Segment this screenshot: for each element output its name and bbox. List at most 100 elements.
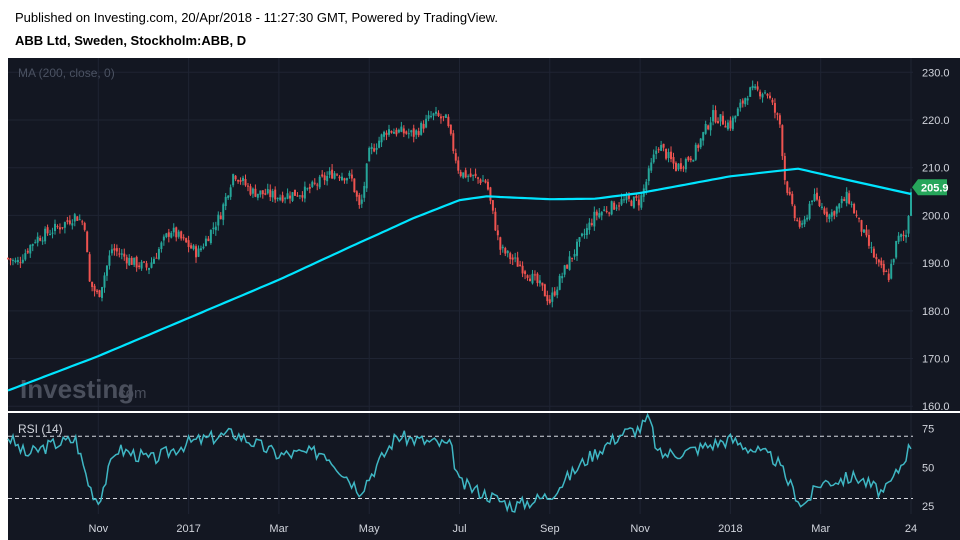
candle-down [7, 258, 9, 260]
candle-down [143, 261, 146, 263]
candle-up [576, 241, 579, 256]
candle-down [848, 193, 851, 204]
candle-down [553, 291, 556, 296]
candle-up [333, 173, 336, 179]
candle-up [170, 232, 173, 238]
candle-down [860, 220, 863, 232]
candle-down [605, 210, 608, 212]
candle-down [98, 290, 101, 297]
candle-up [108, 255, 111, 266]
candle-down [459, 171, 462, 176]
candle-down [536, 273, 539, 284]
candle-up [830, 212, 833, 217]
candle-up [655, 150, 658, 154]
candle-down [689, 158, 692, 161]
candle-down [343, 178, 346, 181]
candle-down [595, 211, 598, 216]
candle-down [679, 163, 682, 169]
candle-down [717, 121, 720, 124]
candle-down [867, 234, 870, 246]
candle-down [865, 229, 868, 236]
candle-up [694, 144, 697, 160]
candle-up [120, 253, 123, 255]
candle-down [882, 264, 885, 273]
candle-up [368, 147, 371, 162]
candle-down [687, 157, 690, 161]
candle-down [66, 220, 69, 222]
candle-up [229, 187, 232, 197]
candle-down [113, 248, 116, 251]
candle-up [538, 280, 541, 284]
candle-down [682, 167, 685, 169]
candle-down [853, 204, 856, 214]
candle-down [618, 205, 621, 207]
price-tick-label: 190.0 [922, 258, 950, 270]
candle-down [93, 285, 96, 292]
rsi-tick-label: 75 [922, 424, 934, 436]
candle-up [835, 206, 838, 214]
candle-down [9, 258, 12, 261]
candle-down [885, 271, 888, 273]
candle-up [103, 275, 106, 288]
candle-up [623, 199, 626, 201]
candle-down [756, 86, 759, 90]
candle-down [590, 223, 593, 226]
price-axis: 230.0 220.0 210.0 200.0 190.0 180.0 170.0 160.0 [922, 67, 950, 413]
candle-down [880, 260, 883, 266]
time-tick-label: Mar [811, 523, 830, 535]
candle-down [521, 265, 524, 274]
candle-up [820, 206, 823, 208]
candles [7, 80, 912, 308]
candle-up [177, 231, 180, 237]
candle-up [11, 259, 14, 261]
candle-down [244, 179, 247, 186]
candle-down [447, 116, 450, 127]
candle-down [422, 123, 425, 129]
candle-up [573, 253, 576, 257]
candle-up [365, 163, 368, 189]
candle-up [640, 195, 643, 208]
candle-up [378, 140, 381, 148]
candle-down [296, 195, 299, 197]
candle-down [665, 148, 668, 159]
candle-up [895, 241, 898, 258]
candle-down [511, 257, 514, 260]
candle-down [86, 231, 89, 253]
candle-down [439, 116, 442, 119]
candle-down [180, 231, 183, 239]
candle-down [672, 157, 675, 164]
candle-up [133, 257, 136, 265]
candle-up [719, 114, 722, 122]
candle-down [417, 131, 420, 136]
candle-down [39, 238, 42, 241]
candle-up [340, 176, 343, 181]
candle-down [26, 250, 29, 253]
candle-down [96, 290, 99, 293]
candle-up [556, 289, 559, 296]
candle-up [375, 147, 378, 150]
candle-down [249, 186, 252, 195]
candle-up [140, 261, 143, 269]
candle-down [316, 184, 319, 186]
candle-up [36, 236, 39, 243]
candle-up [157, 248, 160, 259]
price-tick-label: 230.0 [922, 67, 950, 79]
candle-up [892, 258, 895, 263]
price-tick-label: 170.0 [922, 354, 950, 366]
candle-up [610, 201, 613, 215]
candle-up [583, 233, 586, 235]
candle-down [464, 170, 467, 178]
candle-down [395, 129, 398, 135]
candle-down [308, 187, 311, 189]
candle-down [872, 248, 875, 258]
candle-down [321, 174, 324, 177]
candle-down [491, 200, 494, 211]
candle-up [128, 258, 131, 266]
candle-down [875, 257, 878, 260]
candle-up [746, 98, 749, 101]
candle-up [266, 189, 269, 194]
candle-down [635, 195, 638, 199]
candle-up [363, 185, 366, 198]
candle-up [598, 213, 601, 218]
rsi-indicator-label: RSI (14) [18, 422, 63, 436]
